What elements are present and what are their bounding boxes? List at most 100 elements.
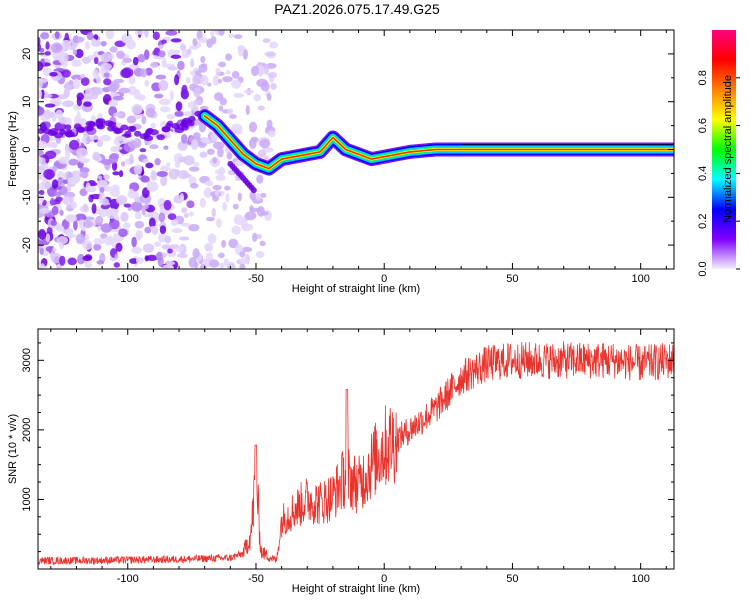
spectrogram-noise-blob [152, 31, 160, 41]
spectrogram-noise-blob [62, 196, 72, 205]
spectrogram-noise-blob [257, 105, 265, 111]
spectrogram-noise-blob [180, 133, 188, 144]
spectrogram-noise-blob [208, 259, 220, 268]
spectrogram-noise-blob [120, 68, 132, 79]
spectrogram-noise-blob [134, 30, 146, 35]
spectrogram-noise-blob [210, 30, 215, 37]
spectrogram-noise-blob [109, 187, 120, 197]
spectrogram-noise-blob [44, 103, 56, 108]
spectrogram-noise-blob [45, 246, 53, 252]
spectrogram-noise-blob [259, 240, 266, 247]
spectrogram-noise-blob [148, 217, 156, 229]
spectrogram-noise-blob [199, 264, 207, 269]
spectrogram-noise-blob [50, 220, 57, 226]
spectrogram-noise-blob [93, 34, 99, 40]
spectrogram-x-label: Height of straight line (km) [292, 283, 420, 295]
spectrogram-noise-blob [267, 130, 276, 138]
spectrogram-noise-blob [73, 219, 78, 231]
spectrogram-noise-blob [159, 166, 172, 171]
spectrogram-noise-blob [159, 98, 171, 106]
spectrogram-noise-blob [129, 153, 134, 165]
spectrogram-noise-blob [144, 30, 149, 38]
spectrogram-noise-blob [163, 199, 172, 211]
spectrogram-branch-blob [120, 124, 129, 131]
spectrogram-y-label: Frequency (Hz) [7, 111, 19, 187]
spectrogram-noise-blob [200, 136, 210, 144]
spectrogram-noise-blob [82, 255, 92, 262]
spectrogram-noise-blob [250, 65, 260, 77]
spectrogram-noise-blob [180, 222, 191, 227]
spectrogram-noise-blob [161, 244, 172, 250]
spectrogram-noise-blob [228, 33, 235, 38]
spectrogram-noise-blob [78, 157, 90, 164]
spectrogram-noise-blob [187, 101, 196, 109]
spectrogram-noise-blob [241, 246, 253, 253]
spectrogram-noise-blob [167, 66, 178, 71]
spectrogram-noise-blob [193, 161, 200, 167]
spectrogram-noise-blob [142, 243, 155, 253]
spectrogram-noise-blob [183, 111, 193, 117]
spectrogram-noise-blob [38, 189, 45, 196]
spectrogram-noise-blob [81, 56, 92, 64]
spectrogram-branch-blob [107, 121, 117, 128]
spectrogram-noise-blob [167, 213, 177, 220]
spectrogram-noise-blob [226, 152, 233, 160]
spectrogram-noise-blob [150, 122, 156, 129]
snr-x-tick-label: -50 [248, 573, 264, 585]
spectrogram-noise-blob [141, 115, 147, 125]
spectrogram-noise-blob [39, 207, 50, 214]
spectrogram-noise-blob [183, 155, 195, 166]
spectrogram-noise-blob [267, 72, 278, 79]
spectrogram-noise-blob [68, 158, 79, 166]
spectrogram-noise-blob [179, 43, 187, 52]
spectrogram-noise-blob [50, 42, 63, 54]
spectrogram-noise-blob [71, 74, 83, 81]
colorbar-tick-label: 0.2 [697, 214, 709, 229]
spectrogram-noise-blob [158, 50, 166, 58]
spectrogram-noise-blob [96, 260, 105, 265]
spectrogram-noise-blob [58, 52, 66, 64]
snr-y-tick-label: 3000 [21, 348, 33, 372]
spectrogram-noise-blob [109, 91, 116, 97]
spectrogram-noise-blob [166, 113, 176, 120]
spectrogram-noise-blob [177, 170, 189, 180]
spectrogram-noise-blob [86, 31, 94, 41]
spectrogram-noise-blob [51, 205, 59, 216]
spectrogram-noise-blob [38, 89, 43, 99]
spectrogram-noise-blob [266, 119, 273, 129]
spectrogram-noise-blob [219, 97, 227, 106]
spectrogram-noise-blob [103, 72, 110, 78]
spectrogram-noise-blob [108, 235, 113, 244]
spectrogram-noise-blob [177, 141, 188, 151]
spectrogram-noise-blob [99, 134, 111, 142]
spectrogram-noise-blob [123, 203, 132, 208]
spectrogram-noise-blob [192, 38, 198, 47]
spectrogram-branch-blob [161, 126, 171, 133]
spectrogram-noise-blob [159, 225, 167, 235]
spectrogram-noise-blob [216, 218, 222, 228]
spectrogram-noise-blob [127, 190, 140, 199]
spectrogram-ridge-layer-5 [203, 115, 674, 170]
spectrogram-noise-blob [128, 76, 136, 85]
spectrogram-noise-blob [163, 145, 169, 150]
spectrogram-noise-blob [127, 206, 133, 212]
spectrogram-noise-blob [95, 215, 104, 226]
spectrogram-noise-blob [264, 155, 270, 161]
colorbar: 0.0 0.2 0.4 0.6 0.8 Normalized spectral ampl… [697, 30, 740, 277]
spectrogram-noise-blob [175, 246, 185, 253]
spectrogram-noise-blob [76, 92, 85, 101]
spectrogram-y-tick-label: 10 [21, 96, 33, 108]
spectrogram-noise-blob [259, 138, 271, 149]
spectrogram-noise-blob [88, 181, 98, 187]
spectrogram-noise-blob [217, 146, 224, 158]
spectrogram-noise-blob [198, 63, 208, 73]
spectrogram-noise-blob [255, 250, 265, 258]
spectrogram-noise-blob [80, 73, 85, 79]
spectrogram-noise-blob [181, 207, 188, 214]
spectrogram-noise-blob [140, 68, 148, 78]
spectrogram-noise-blob [43, 93, 53, 98]
spectrogram-noise-blob [145, 67, 153, 76]
spectrogram-noise-blob [79, 167, 90, 174]
spectrogram-noise-blob [199, 151, 208, 158]
spectrogram-noise-blob [135, 256, 144, 265]
